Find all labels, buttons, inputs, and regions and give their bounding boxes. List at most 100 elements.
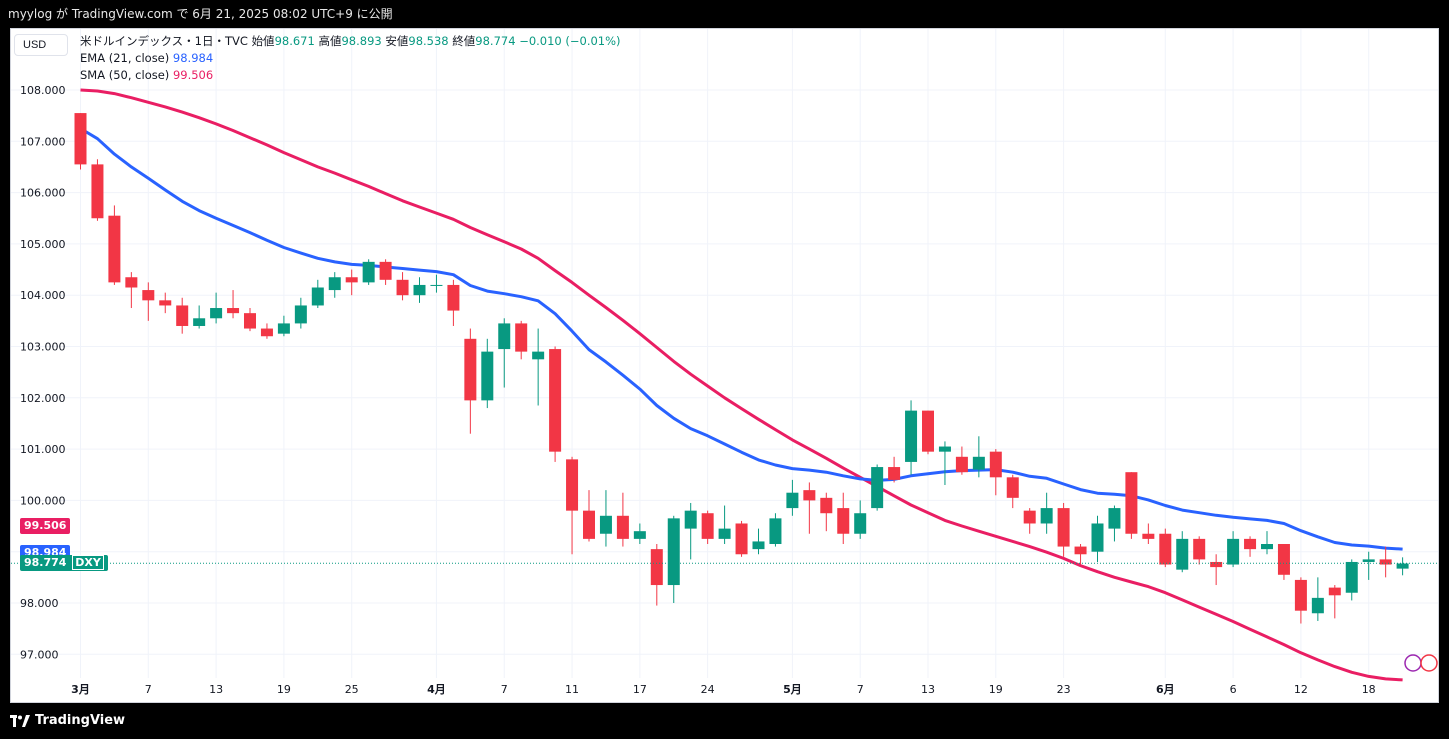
candle-down [1023, 510, 1036, 524]
footer: TradingView [0, 703, 1449, 739]
x-tick-label: 24 [701, 683, 715, 696]
candle-down [1142, 533, 1155, 539]
y-tick-label: 98.000 [20, 597, 59, 610]
x-tick-label: 6月 [1156, 683, 1175, 696]
candle-up [972, 456, 985, 470]
last-price-value: 98.774 [24, 556, 67, 570]
tradingview-logo[interactable]: TradingView [10, 713, 125, 728]
y-tick-label: 97.000 [20, 648, 59, 661]
candle-down [650, 549, 663, 586]
symbol-title[interactable]: 米ドルインデックス・1日・TVC [80, 34, 248, 48]
candle-up [1311, 597, 1324, 614]
candle-down [616, 515, 629, 539]
candle-down [345, 277, 358, 283]
ema-value: 98.984 [172, 51, 214, 65]
last-price-tag: 98.774 DXY [20, 555, 108, 572]
x-tick-label: 6 [1230, 683, 1237, 696]
y-tick-label: 108.000 [20, 84, 66, 97]
open-label: 始値 [251, 34, 275, 48]
publish-header: myylog が TradingView.com で 6月 21, 2025 0… [8, 7, 393, 21]
candle-up [1227, 538, 1240, 565]
open-value: 98.671 [274, 34, 315, 48]
x-tick-label: 4月 [427, 683, 446, 696]
sma-legend-row[interactable]: SMA (50, close) 99.506 [80, 67, 621, 84]
candle-down [1244, 538, 1257, 550]
candle-up [1091, 523, 1104, 552]
candle-up [871, 467, 884, 509]
candle-down [803, 490, 816, 501]
candle-down [820, 497, 833, 514]
x-tick-label: 19 [277, 683, 291, 696]
candle-down [74, 113, 87, 165]
candle-down [989, 451, 1002, 478]
candle-up [684, 510, 697, 529]
candle-down [1006, 477, 1019, 498]
candle-down [1193, 538, 1206, 560]
candle-up [667, 518, 680, 586]
candle-down [159, 300, 172, 306]
candle-down [566, 459, 579, 511]
candle-down [1379, 559, 1392, 565]
candle-down [91, 164, 104, 219]
candle-down [227, 308, 240, 314]
candle-down [549, 349, 562, 452]
candle-down [1277, 544, 1290, 575]
x-tick-label: 13 [921, 683, 935, 696]
chart-legend: 米ドルインデックス・1日・TVC 始値98.671 高値98.893 安値98.… [80, 33, 621, 84]
y-tick-label: 104.000 [20, 289, 66, 302]
ema-legend-row[interactable]: EMA (21, close) 98.984 [80, 50, 621, 67]
candle-up [294, 305, 307, 324]
candle-down [515, 323, 528, 352]
candle-down [396, 279, 409, 296]
candle-up [752, 541, 765, 550]
y-tick-label: 101.000 [20, 443, 66, 456]
candle-down [464, 338, 477, 401]
sma-price-tag: 99.506 [20, 517, 71, 534]
candle-up [786, 492, 799, 509]
candle-down [1210, 561, 1223, 568]
x-tick-label: 18 [1362, 683, 1376, 696]
candle-up [1176, 538, 1189, 570]
candle-up [854, 513, 867, 534]
tradingview-icon [10, 714, 30, 727]
x-tick-label: 7 [857, 683, 864, 696]
ema-line [79, 127, 1403, 551]
candle-up [1108, 508, 1121, 529]
low-label: 安値 [385, 34, 409, 48]
candle-down [379, 261, 392, 280]
high-value: 98.893 [341, 34, 382, 48]
candle-down [1074, 546, 1087, 555]
x-tick-label: 11 [565, 683, 579, 696]
candle-down [837, 508, 850, 534]
x-tick-label: 3月 [71, 683, 90, 696]
sma-label: SMA (50, close) [80, 68, 170, 82]
x-tick-label: 7 [145, 683, 152, 696]
y-tick-label: 107.000 [20, 135, 66, 148]
us-flag-icon [1420, 654, 1438, 672]
candle-up [413, 284, 426, 296]
candle-down [735, 523, 748, 555]
candle-down [888, 467, 901, 480]
y-tick-label: 105.000 [20, 238, 66, 251]
candle-up [938, 446, 951, 452]
sma-line [80, 88, 1403, 682]
x-tick-label: 19 [989, 683, 1003, 696]
y-tick-label: 100.000 [20, 494, 66, 507]
ticker-badge: DXY [72, 555, 104, 571]
candle-down [1159, 533, 1172, 565]
x-tick-label: 17 [633, 683, 647, 696]
candle-up [1396, 563, 1409, 569]
candle-down [260, 328, 273, 337]
x-tick-label: 13 [209, 683, 223, 696]
change-value: −0.010 (−0.01%) [519, 34, 621, 48]
currency-button[interactable]: USD [14, 34, 68, 56]
candle-down [1057, 508, 1070, 547]
candle-down [1294, 579, 1307, 611]
y-tick-label: 102.000 [20, 392, 66, 405]
candle-up [430, 284, 443, 286]
candle-up [311, 287, 324, 306]
alert-icon [1404, 654, 1422, 672]
candle-up [362, 261, 375, 283]
brand-name: TradingView [35, 713, 126, 728]
